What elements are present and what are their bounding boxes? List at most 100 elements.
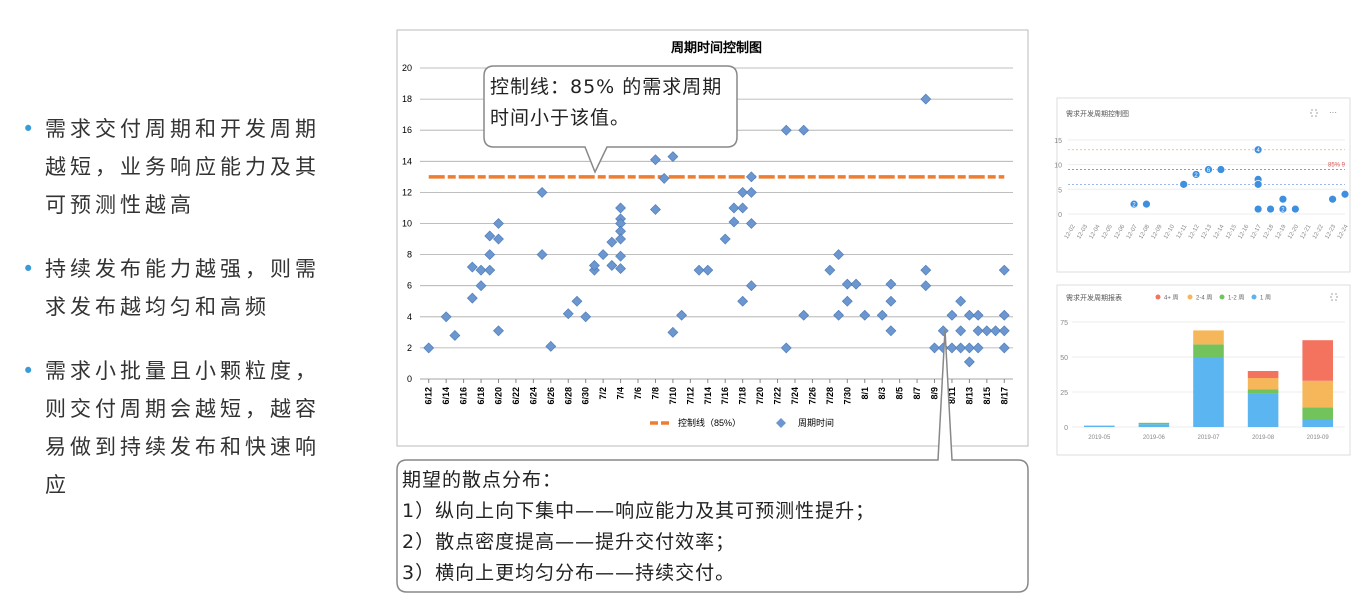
x-tick-label: 7/20: [755, 387, 765, 405]
point: [1278, 194, 1288, 204]
point: [475, 280, 487, 292]
point: [737, 202, 749, 214]
x-tick-label: 6/28: [563, 387, 573, 405]
bar-segment: [1247, 378, 1279, 390]
y-tick-label: 15: [1054, 138, 1062, 145]
point: [885, 325, 897, 337]
y-tick-label: 0: [1058, 212, 1062, 219]
x-tick-label: 2019-09: [1307, 435, 1330, 441]
point: [475, 264, 487, 276]
bullet: 需求小批量且小颗粒度，则交付周期会越短，越容易做到持续发布和快速响应: [22, 352, 327, 504]
x-tick-label: 7/18: [738, 387, 748, 405]
bar-segment: [1247, 389, 1279, 394]
point: [963, 309, 975, 321]
point: [1253, 179, 1263, 189]
bar-segment: [1084, 425, 1115, 427]
point: [1179, 179, 1189, 189]
point: [606, 260, 618, 271]
point: [963, 356, 975, 368]
point: [780, 342, 792, 354]
point: [606, 236, 618, 248]
y-tick-label: 5: [1058, 187, 1062, 194]
x-tick-label: 6/12: [424, 387, 434, 405]
point: [667, 151, 679, 163]
chart-title: 需求开发周期控制图: [1066, 109, 1129, 118]
point: [920, 280, 932, 292]
point: [1253, 204, 1263, 214]
legend-label: 控制线（85%）: [678, 417, 741, 428]
y-tick-label: 50: [1060, 355, 1068, 362]
point: [920, 93, 932, 105]
x-tick-label: 6/22: [511, 387, 521, 405]
y-tick-label: 2: [407, 343, 412, 353]
bar-segment: [1193, 330, 1224, 345]
legend-label: 1 周: [1260, 295, 1271, 302]
point: [780, 124, 792, 136]
y-tick-label: 75: [1060, 320, 1068, 327]
y-tick-label: 14: [402, 156, 412, 166]
point: [667, 326, 679, 338]
bar-segment: [1302, 340, 1333, 381]
y-tick-label: 16: [402, 125, 412, 135]
point: [658, 172, 670, 184]
x-tick-label: 2019-08: [1252, 435, 1275, 441]
point: [946, 309, 958, 321]
point: [859, 309, 871, 321]
point: [1328, 194, 1337, 204]
y-tick-label: 18: [402, 94, 412, 104]
point: [440, 311, 452, 323]
point-count: 2: [1281, 207, 1285, 213]
x-tick-label: 2019-06: [1143, 435, 1166, 441]
point: [484, 264, 496, 276]
bar-segment: [1247, 393, 1279, 427]
point: [745, 280, 757, 292]
point: [580, 311, 592, 323]
bar-segment: [1302, 407, 1333, 420]
point: [728, 216, 740, 228]
point: [972, 325, 984, 337]
point: [1129, 199, 1139, 209]
expand-icon: [1330, 293, 1338, 301]
x-tick-label: 7/22: [773, 387, 783, 405]
point: [946, 342, 958, 354]
point: [562, 308, 574, 320]
point: [955, 325, 967, 337]
point: [955, 342, 967, 354]
x-tick-label: 6/20: [493, 387, 503, 405]
point: [1340, 189, 1350, 199]
point: [423, 342, 435, 354]
point: [536, 249, 548, 261]
bar-segment: [1247, 371, 1279, 378]
point: [484, 230, 496, 242]
y-tick-label: 12: [402, 187, 412, 197]
x-tick-label: 7/10: [668, 387, 678, 405]
point: [981, 325, 993, 337]
callout-line: 2）散点密度提高——提升交付效率；: [402, 531, 736, 553]
point: [571, 295, 583, 307]
x-tick-label: 6/18: [476, 387, 486, 405]
point-count: 6: [1207, 168, 1211, 174]
bar-segment: [1138, 422, 1170, 425]
legend-swatch: [1155, 294, 1161, 300]
point-count: 2: [1132, 202, 1136, 208]
point: [536, 186, 548, 198]
point: [972, 309, 984, 321]
point: [466, 261, 478, 273]
x-tick-label: 8/13: [964, 387, 974, 405]
menu-icon: ···: [1329, 108, 1337, 117]
chart-frame: [1056, 97, 1351, 273]
y-tick-label: 25: [1060, 390, 1068, 397]
x-tick-label: 8/1: [860, 387, 870, 400]
point: [1266, 204, 1275, 214]
point: [850, 278, 862, 290]
point: [963, 342, 975, 354]
x-tick-label: 8/5: [895, 387, 905, 400]
point: [449, 330, 461, 341]
y-tick-label: 10: [402, 219, 412, 229]
point: [493, 218, 504, 229]
x-tick-label: 8/9: [930, 387, 940, 400]
point: [798, 124, 810, 136]
point: [998, 325, 1010, 337]
